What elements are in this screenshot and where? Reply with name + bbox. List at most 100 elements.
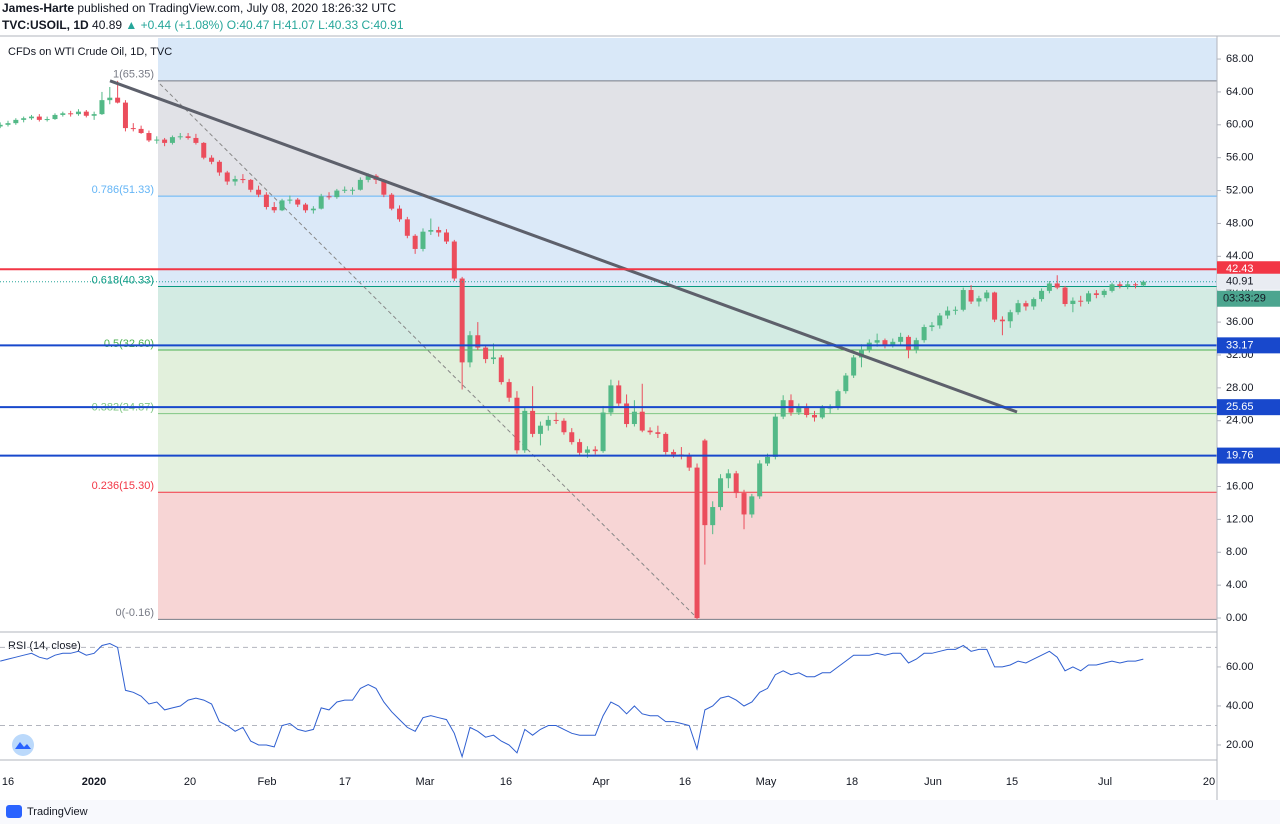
candle-body: [937, 315, 943, 326]
candle-body: [224, 172, 230, 182]
candle-body: [945, 310, 951, 316]
candle-body: [577, 442, 583, 453]
y-tick-label: 24.00: [1226, 415, 1254, 427]
candle-body: [75, 111, 81, 115]
candle-body: [600, 412, 606, 452]
price-box-label: 25.65: [1226, 401, 1254, 413]
candle-body: [13, 119, 19, 124]
candle-body: [522, 410, 528, 451]
candle-body: [279, 200, 285, 211]
candle-body: [1078, 300, 1084, 302]
fib-label: 0.786(51.33): [92, 184, 154, 196]
candle-body: [52, 114, 58, 120]
candle-body: [592, 449, 598, 452]
fib-zone: [158, 80, 1217, 197]
candle-body: [1133, 284, 1139, 286]
candle-body: [639, 411, 645, 431]
fib-zone: [158, 286, 1217, 351]
candle-body: [162, 139, 168, 143]
candle-body: [1140, 281, 1146, 286]
candle-body: [201, 142, 207, 158]
x-tick-label: 16: [500, 776, 512, 788]
candle-body: [232, 179, 238, 182]
y-tick-label: 28.00: [1226, 382, 1254, 394]
fib-label: 0.5(32.60): [104, 338, 154, 350]
ohlc: O:40.47 H:41.07 L:40.33 C:40.91: [226, 18, 404, 32]
candle-body: [631, 411, 637, 425]
candle-body: [1054, 283, 1060, 288]
x-tick-label: 20: [184, 776, 196, 788]
header: James-Harte published on TradingView.com…: [2, 0, 404, 34]
candle-body: [138, 128, 144, 134]
x-tick-label: Apr: [592, 776, 609, 788]
y-tick-label: 16.00: [1226, 480, 1254, 492]
candle-body: [741, 493, 747, 515]
candle-body: [436, 230, 442, 233]
candle-body: [960, 290, 966, 310]
candle-body: [976, 298, 982, 302]
rsi-title: RSI (14, close): [8, 640, 81, 652]
candle-body: [467, 335, 473, 363]
fib-label: 0.618(40.33): [92, 274, 154, 286]
candle-body: [122, 102, 128, 129]
candle-body: [334, 190, 340, 198]
candle-body: [835, 391, 841, 408]
candle-body: [1086, 293, 1092, 302]
candle-body: [616, 385, 622, 404]
candle-body: [1125, 284, 1131, 286]
candle-body: [584, 449, 590, 453]
brand: TradingView: [27, 806, 88, 818]
candle-body: [412, 235, 418, 249]
candle-body: [530, 410, 536, 434]
rsi-tick-label: 40.00: [1226, 700, 1254, 712]
candle-body: [60, 113, 66, 115]
candle-body: [303, 204, 309, 211]
price-box-label: 33.17: [1226, 339, 1254, 351]
candle-body: [694, 467, 700, 619]
candle-body: [130, 128, 136, 130]
fib-zone: [158, 350, 1217, 414]
candle-body: [357, 179, 363, 190]
candle-body: [240, 179, 246, 181]
candle-body: [921, 327, 927, 341]
candle-body: [256, 189, 262, 195]
candle-body: [310, 208, 316, 211]
x-tick-label: 2020: [82, 776, 106, 788]
fib-label: 0(-0.16): [115, 607, 154, 619]
candle-body: [718, 478, 724, 508]
candle-body: [506, 382, 512, 398]
candle-body: [271, 207, 277, 211]
price-box-label: 42.43: [1226, 263, 1254, 275]
candle-body: [1070, 300, 1076, 305]
candle-body: [365, 175, 371, 180]
candle-body: [342, 189, 348, 191]
candle-body: [561, 420, 567, 433]
candle-body: [146, 133, 152, 141]
footer-bar: [0, 800, 1280, 824]
candle-body: [796, 406, 802, 413]
candle-body: [498, 357, 504, 383]
author: James-Harte: [2, 1, 75, 15]
last: 40.89: [92, 18, 123, 32]
logo-icon: [12, 734, 34, 756]
candle-body: [1015, 303, 1021, 313]
publish-line: James-Harte published on TradingView.com…: [2, 0, 404, 17]
candle-body: [475, 335, 481, 348]
candle-body: [671, 451, 677, 455]
candle-body: [999, 319, 1005, 322]
candle-body: [929, 325, 935, 328]
candle-body: [1023, 303, 1029, 307]
brand-logo: [6, 805, 22, 818]
candle-body: [1093, 293, 1099, 295]
candle-body: [749, 496, 755, 515]
candle-body: [295, 199, 301, 205]
candle-body: [663, 433, 669, 452]
candle-body: [0, 124, 3, 127]
x-tick-label: Jul: [1098, 776, 1112, 788]
x-tick-label: 16: [2, 776, 14, 788]
candle-body: [459, 278, 465, 363]
candle-body: [193, 137, 199, 143]
candle-body: [843, 375, 849, 392]
